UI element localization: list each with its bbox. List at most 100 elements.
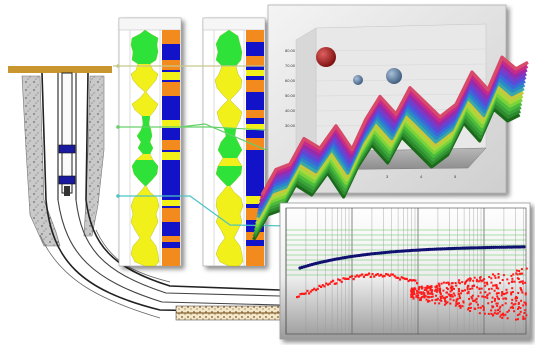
- packer: [58, 175, 76, 185]
- red-point: [459, 304, 462, 307]
- red-point: [431, 295, 434, 298]
- red-point: [492, 305, 495, 308]
- red-point: [404, 277, 407, 280]
- red-point: [510, 302, 513, 305]
- red-point: [498, 298, 500, 300]
- red-point: [517, 292, 520, 294]
- red-point: [490, 281, 493, 284]
- red-point: [517, 318, 519, 321]
- red-point: [374, 273, 378, 277]
- red-point: [435, 285, 438, 288]
- red-point: [518, 313, 521, 316]
- red-point: [515, 272, 518, 275]
- red-point: [443, 303, 446, 306]
- red-point: [438, 290, 441, 293]
- red-point: [473, 299, 476, 302]
- red-point: [421, 296, 424, 299]
- red-point: [457, 288, 460, 290]
- red-point: [438, 285, 441, 287]
- red-point: [486, 297, 489, 300]
- red-point: [415, 295, 418, 298]
- red-point: [332, 279, 335, 282]
- red-point: [302, 292, 306, 295]
- red-point: [512, 303, 515, 306]
- red-point: [436, 298, 439, 301]
- red-point: [448, 293, 451, 296]
- red-point: [412, 279, 415, 282]
- red-point: [425, 298, 428, 301]
- red-point: [308, 292, 311, 295]
- red-point: [455, 284, 458, 287]
- red-point: [482, 309, 485, 311]
- red-point: [494, 284, 497, 287]
- red-point: [321, 284, 324, 287]
- red-point: [436, 287, 439, 290]
- red-point: [444, 300, 447, 303]
- red-point: [299, 293, 302, 296]
- red-point: [369, 275, 372, 278]
- red-point: [475, 280, 478, 283]
- red-point: [461, 305, 464, 308]
- red-point: [426, 287, 429, 289]
- red-point: [431, 289, 434, 292]
- red-point: [481, 295, 484, 298]
- red-point: [426, 300, 429, 303]
- red-point: [486, 294, 489, 297]
- red-point: [509, 306, 512, 309]
- red-point: [496, 304, 499, 307]
- x-tick-label: 3: [386, 174, 389, 179]
- red-point: [464, 282, 466, 285]
- red-point: [494, 276, 497, 279]
- red-point: [402, 277, 405, 280]
- red-point: [478, 287, 481, 290]
- red-point: [422, 291, 425, 294]
- red-point: [311, 289, 314, 292]
- red-point: [458, 279, 461, 282]
- red-point: [501, 279, 504, 281]
- red-point: [366, 273, 369, 276]
- red-point: [494, 298, 496, 300]
- red-point: [316, 287, 319, 290]
- red-point: [442, 289, 445, 292]
- red-point: [435, 294, 437, 297]
- red-point: [453, 294, 456, 297]
- red-point: [359, 274, 362, 277]
- red-point: [314, 289, 318, 292]
- red-point: [511, 291, 514, 293]
- red-point: [411, 295, 414, 298]
- red-point: [452, 292, 455, 295]
- red-point: [483, 312, 486, 315]
- red-point: [492, 284, 495, 287]
- red-point: [439, 291, 442, 294]
- red-point: [352, 278, 355, 281]
- red-point: [506, 291, 509, 294]
- red-point: [484, 291, 487, 294]
- red-point: [467, 308, 470, 311]
- cement-sheath-right: [83, 75, 105, 237]
- red-point: [411, 289, 414, 291]
- red-point: [517, 278, 520, 280]
- red-point: [525, 267, 528, 270]
- red-point: [441, 295, 444, 298]
- red-point: [423, 296, 426, 299]
- red-point: [499, 315, 502, 318]
- red-point: [411, 292, 414, 295]
- red-point: [516, 314, 519, 317]
- red-point: [499, 305, 502, 308]
- red-point: [423, 289, 426, 291]
- red-point: [511, 277, 514, 280]
- red-point: [419, 291, 422, 294]
- red-point: [427, 292, 430, 295]
- red-point: [444, 296, 447, 299]
- red-point: [502, 314, 505, 317]
- red-point: [385, 273, 388, 276]
- red-point: [454, 304, 457, 307]
- red-point: [362, 275, 366, 278]
- red-point: [337, 278, 340, 281]
- red-point: [350, 275, 354, 278]
- red-point: [445, 302, 448, 305]
- y-tick-label: 80.00: [285, 48, 296, 53]
- red-point: [517, 301, 520, 304]
- red-point: [475, 278, 478, 281]
- red-point: [442, 296, 445, 299]
